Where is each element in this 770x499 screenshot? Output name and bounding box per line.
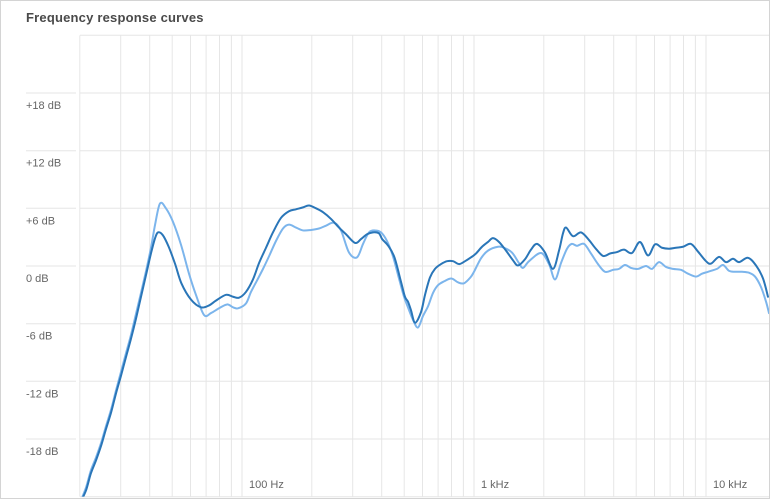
y-axis-label: -18 dB bbox=[26, 446, 58, 458]
chart-title: Frequency response curves bbox=[26, 10, 204, 25]
y-axis-label: -6 dB bbox=[26, 331, 52, 343]
series-line-dark-blue-curve bbox=[82, 204, 769, 497]
y-axis-label: +12 dB bbox=[26, 158, 61, 170]
y-axis-label: -12 dB bbox=[26, 388, 58, 400]
y-axis-label: +6 dB bbox=[26, 215, 55, 227]
y-axis-label: +18 dB bbox=[26, 100, 61, 112]
gridlines bbox=[26, 34, 769, 498]
y-axis-label: 0 dB bbox=[26, 273, 49, 285]
x-axis-label: 10 kHz bbox=[713, 479, 747, 491]
series-group bbox=[81, 201, 769, 497]
series-line-light-blue-curve bbox=[81, 201, 769, 497]
x-axis-label: 1 kHz bbox=[481, 479, 509, 491]
axis-labels: +18 dB +12 dB +6 dB 0 dB -6 dB -12 dB -18 dB 10… bbox=[26, 100, 747, 491]
x-axis-label: 100 Hz bbox=[249, 479, 284, 491]
